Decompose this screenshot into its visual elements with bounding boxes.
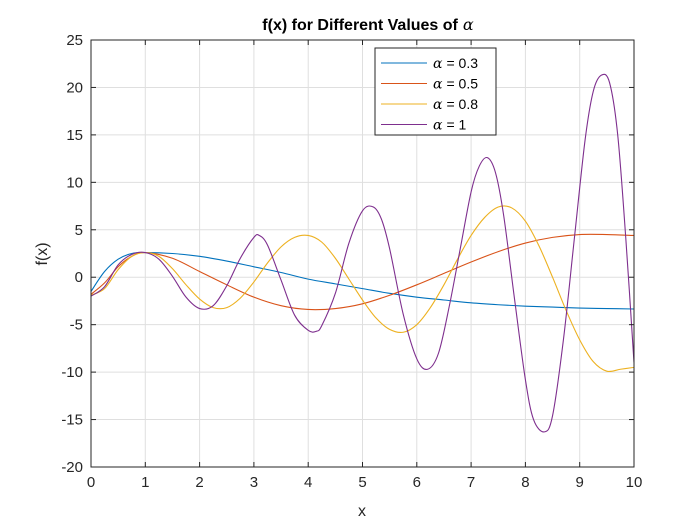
x-tick-label: 1 — [141, 474, 149, 491]
ticks — [90, 39, 635, 468]
x-tick-label: 3 — [250, 474, 258, 491]
legend-value: = 0.3 — [446, 55, 478, 71]
x-tick-label: 5 — [358, 474, 366, 491]
y-tick-label: 25 — [66, 32, 83, 49]
legend-items: α = 0.3α = 0.5α = 0.8α = 1 — [381, 55, 478, 134]
legend-label-4: α = 1 — [433, 117, 467, 134]
x-tick-labels: 0 1 2 3 4 5 6 7 8 9 10 — [87, 474, 643, 491]
y-tick-label: 10 — [66, 174, 83, 191]
legend-alpha-symbol: α — [433, 77, 443, 93]
x-axis-label: x — [358, 503, 366, 520]
legend-alpha-symbol: α — [433, 56, 443, 72]
legend-label-3: α = 0.8 — [433, 96, 478, 113]
y-tick-label: 20 — [66, 79, 83, 96]
y-tick-label: 0 — [75, 269, 83, 286]
series-line-3 — [91, 205, 634, 373]
chart-title-alpha-symbol: α — [463, 15, 474, 34]
y-tick-label: -5 — [70, 317, 83, 334]
series-lines — [91, 73, 634, 433]
legend-value: = 0.8 — [446, 96, 478, 112]
y-tick-label: -20 — [61, 459, 83, 476]
x-tick-label: 7 — [467, 474, 475, 491]
legend-value: = 0.5 — [446, 76, 478, 92]
legend-label-1: α = 0.3 — [433, 55, 478, 72]
x-tick-label: 0 — [87, 474, 95, 491]
legend: α = 0.3α = 0.5α = 0.8α = 1 — [374, 47, 497, 136]
y-axis-label: f(x) — [34, 242, 51, 265]
chart-title: f(x) for Different Values of α — [262, 15, 474, 34]
x-tick-label: 6 — [413, 474, 421, 491]
legend-value: = 1 — [446, 117, 466, 133]
legend-alpha-symbol: α — [433, 118, 443, 134]
legend-label-2: α = 0.5 — [433, 76, 478, 93]
x-tick-label: 4 — [304, 474, 312, 491]
x-tick-label: 10 — [626, 474, 643, 491]
y-tick-label: -10 — [61, 364, 83, 381]
chart-title-text: f(x) for Different Values of — [262, 17, 458, 34]
y-tick-label: 15 — [66, 127, 83, 144]
legend-alpha-symbol: α — [433, 97, 443, 113]
x-tick-label: 8 — [521, 474, 529, 491]
y-tick-label: -15 — [61, 412, 83, 429]
y-tick-labels: -20 -15 -10 -5 0 5 10 15 20 25 — [61, 32, 83, 476]
series-line-4 — [91, 73, 634, 433]
x-tick-label: 2 — [195, 474, 203, 491]
x-tick-label: 9 — [576, 474, 584, 491]
y-tick-label: 5 — [75, 222, 83, 239]
